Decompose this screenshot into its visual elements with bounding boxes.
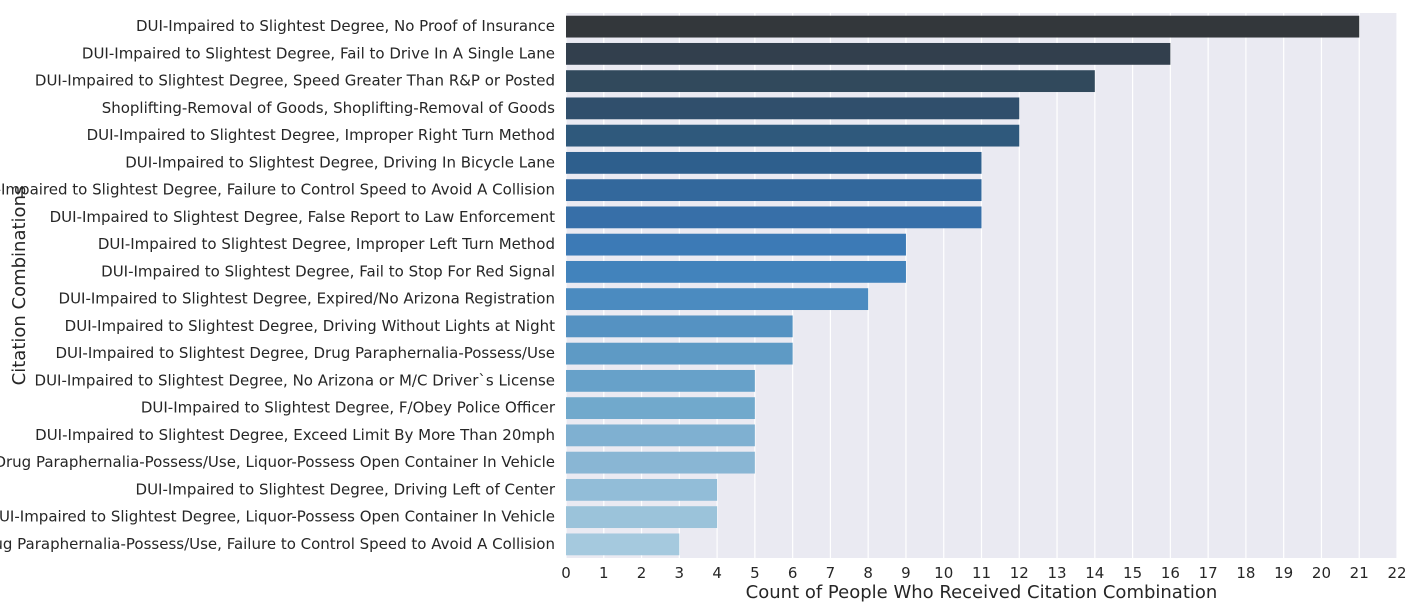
x-tick-label: 9 [901, 564, 911, 582]
bar [566, 70, 1095, 93]
bar [566, 315, 793, 338]
x-tick-label: 18 [1236, 564, 1255, 582]
x-axis-title: Count of People Who Received Citation Co… [746, 582, 1218, 603]
x-tick-label: 13 [1047, 564, 1066, 582]
x-tick-label: 10 [934, 564, 953, 582]
x-tick-label: 3 [675, 564, 685, 582]
bar [566, 397, 755, 420]
x-tick-label: 21 [1350, 564, 1369, 582]
y-axis-title: Citation Combinations [9, 186, 30, 386]
x-tick-label: 19 [1274, 564, 1293, 582]
x-tick-label: 0 [561, 564, 571, 582]
y-tick-label: DUI-Impaired to Slightest Degree, Fail t… [101, 262, 555, 280]
y-tick-label: DUI-Impaired to Slightest Degree, Drug P… [55, 344, 555, 362]
bar [566, 478, 718, 501]
y-tick-label: DUI-Impaired to Slightest Degree, Failur… [0, 181, 555, 199]
bar [566, 15, 1360, 38]
bar [566, 369, 755, 392]
x-tick-label: 7 [826, 564, 836, 582]
y-tick-label: Drug Paraphernalia-Possess/Use, Liquor-P… [0, 453, 555, 471]
x-tick-label: 4 [712, 564, 722, 582]
bar [566, 206, 982, 229]
y-tick-label: DUI-Impaired to Slightest Degree, Speed … [35, 72, 555, 90]
y-tick-label: DUI-Impaired to Slightest Degree, Fail t… [82, 44, 555, 62]
bar [566, 151, 982, 174]
x-tick-label: 16 [1161, 564, 1180, 582]
x-tick-labels: 0 1 2 3 4 5 6 7 8 9 10 11 12 13 14 15 16 17 18 19 20 21 22 [561, 564, 1406, 582]
y-tick-labels: DUI-Impaired to Slightest Degree, No Pro… [0, 17, 556, 553]
bar [566, 342, 793, 365]
bar [566, 97, 1020, 120]
bar [566, 233, 906, 256]
y-tick-label: DUI-Impaired to Slightest Degree, Drivin… [65, 317, 555, 335]
bar [566, 506, 718, 529]
bars [566, 15, 1360, 556]
bar [566, 124, 1020, 147]
y-tick-label: DUI-Impaired to Slightest Degree, False … [50, 208, 555, 226]
bar [566, 288, 869, 311]
bar [566, 451, 755, 474]
bar [566, 42, 1171, 65]
y-tick-label: DUI-Impaired to Slightest Degree, Drivin… [125, 153, 555, 171]
y-tick-label: Drug Paraphernalia-Possess/Use, Failure … [0, 535, 555, 553]
x-tick-label: 1 [599, 564, 609, 582]
y-tick-label: DUI-Impaired to Slightest Degree, F/Obey… [141, 399, 556, 417]
y-tick-label: Shoplifting-Removal of Goods, Shopliftin… [102, 99, 555, 117]
y-tick-label: DUI-Impaired to Slightest Degree, Drivin… [136, 480, 556, 498]
y-tick-label: DUI-Impaired to Slightest Degree, Exceed… [35, 426, 555, 444]
y-tick-label: DUI-Impaired to Slightest Degree, Liquor… [0, 508, 555, 526]
x-tick-label: 20 [1312, 564, 1331, 582]
y-tick-label: DUI-Impaired to Slightest Degree, No Pro… [136, 17, 555, 35]
y-tick-label: DUI-Impaired to Slightest Degree, No Ari… [35, 371, 555, 389]
x-tick-label: 6 [788, 564, 798, 582]
y-tick-label: DUI-Impaired to Slightest Degree, Expire… [59, 290, 555, 308]
bar [566, 424, 755, 447]
x-tick-label: 14 [1085, 564, 1104, 582]
x-tick-label: 15 [1123, 564, 1142, 582]
x-tick-label: 2 [637, 564, 647, 582]
x-tick-label: 12 [1010, 564, 1029, 582]
y-tick-label: DUI-Impaired to Slightest Degree, Improp… [87, 126, 555, 144]
x-tick-label: 5 [750, 564, 760, 582]
x-tick-label: 22 [1387, 564, 1406, 582]
bar [566, 179, 982, 202]
x-tick-label: 17 [1199, 564, 1218, 582]
y-tick-label: DUI-Impaired to Slightest Degree, Improp… [98, 235, 555, 253]
x-tick-label: 11 [972, 564, 991, 582]
bar [566, 260, 906, 283]
x-tick-label: 8 [863, 564, 873, 582]
bar [566, 533, 680, 556]
